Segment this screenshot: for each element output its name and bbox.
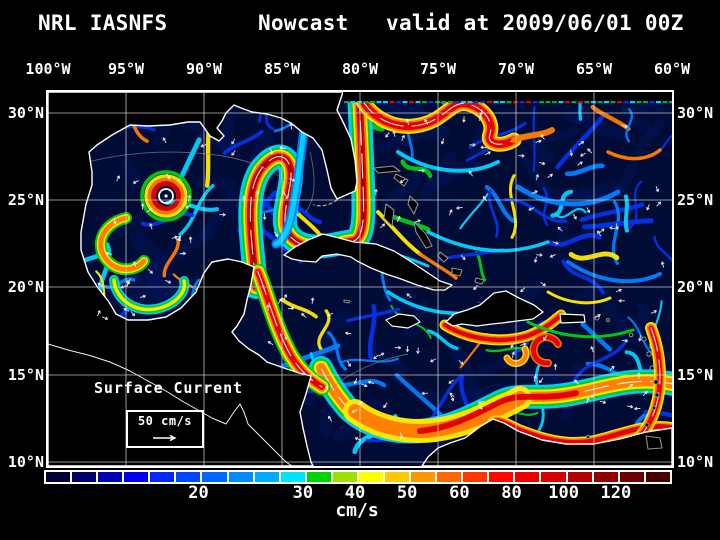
colorbar-unit: cm/s: [335, 500, 379, 521]
lat-label-left: 10°N: [7, 453, 44, 471]
title-mode: Nowcast: [258, 11, 349, 35]
colorbar-swatch: [411, 472, 436, 482]
colorbar-tick: 80: [501, 483, 522, 503]
lat-label-right: 25°N: [677, 191, 714, 209]
colorbar-swatch: [645, 472, 670, 482]
lon-label: 90°W: [185, 60, 223, 78]
lat-label-right: 30°N: [677, 104, 714, 122]
colorbar-swatch: [46, 472, 71, 482]
lon-label: 75°W: [419, 60, 457, 78]
colorbar-swatch: [567, 472, 592, 482]
colorbar-swatch: [228, 472, 253, 482]
colorbar-swatch: [463, 472, 488, 482]
colorbar-swatch: [280, 472, 305, 482]
colorbar-swatch: [254, 472, 279, 482]
lat-label-right: 20°N: [677, 278, 714, 296]
colorbar-swatch: [437, 472, 462, 482]
lon-label: 65°W: [575, 60, 613, 78]
colorbar: [44, 470, 672, 484]
lon-label: 60°W: [653, 60, 691, 78]
surface-current-map: [48, 92, 672, 466]
colorbar-tick: 100: [548, 483, 580, 503]
lat-label-left: 25°N: [7, 191, 44, 209]
colorbar-swatch: [619, 472, 644, 482]
colorbar-swatch: [358, 472, 384, 482]
lon-label: 100°W: [25, 60, 71, 78]
lon-label: 70°W: [497, 60, 535, 78]
colorbar-swatch: [385, 472, 410, 482]
colorbar-swatch: [98, 472, 123, 482]
map-frame: [46, 90, 674, 468]
lat-label-left: 15°N: [7, 366, 44, 384]
colorbar-swatch: [72, 472, 97, 482]
lon-label: 80°W: [341, 60, 379, 78]
colorbar-tick: 30: [292, 483, 314, 503]
colorbar-tick: 120: [600, 483, 632, 503]
colorbar-tick: 60: [449, 483, 470, 503]
map-annotation: Surface Current: [94, 379, 243, 397]
scale-arrow-icon: [153, 434, 177, 442]
colorbar-swatch: [515, 472, 540, 482]
colorbar-swatch: [541, 472, 566, 482]
colorbar-tick: 40: [344, 483, 366, 503]
colorbar-swatch: [489, 472, 514, 482]
colorbar-swatch: [593, 472, 618, 482]
lat-label-right: 10°N: [677, 453, 714, 471]
colorbar-swatch: [332, 472, 357, 482]
colorbar-swatch: [124, 472, 149, 482]
colorbar-tick: 50: [396, 483, 418, 503]
colorbar-tick: 20: [188, 483, 209, 503]
colorbar-swatch: [306, 472, 331, 482]
scale-box: 50 cm/s: [126, 410, 204, 448]
lon-label: 85°W: [263, 60, 301, 78]
title-valid: valid at 2009/06/01 00Z: [386, 11, 684, 35]
lat-label-left: 20°N: [7, 278, 44, 296]
scale-label: 50 cm/s: [137, 414, 193, 428]
lon-label: 95°W: [107, 60, 145, 78]
colorbar-swatch: [150, 472, 175, 482]
lat-label-right: 15°N: [677, 366, 714, 384]
colorbar-swatch: [176, 472, 201, 482]
title-system: NRL IASNFS: [38, 11, 168, 35]
lat-label-left: 30°N: [7, 104, 44, 122]
colorbar-swatch: [202, 472, 227, 482]
